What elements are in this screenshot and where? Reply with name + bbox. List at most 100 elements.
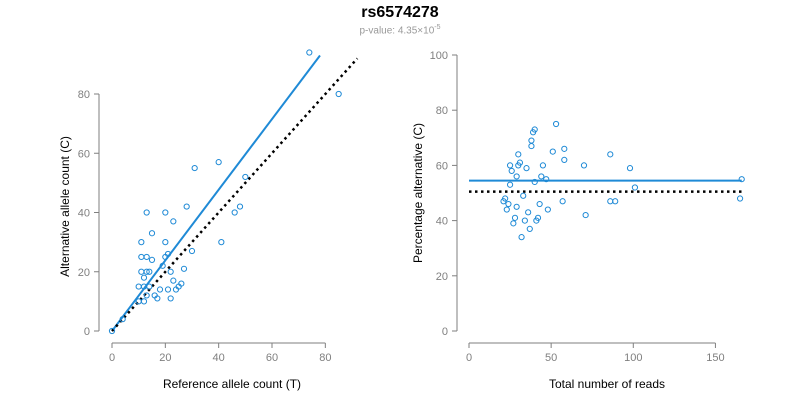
data-point — [736, 195, 744, 202]
data-point — [138, 268, 145, 275]
y-axis-title: Percentage alternative (C) — [411, 123, 425, 263]
y-tick-label: 80 — [436, 105, 448, 117]
data-point — [119, 316, 126, 323]
data-point — [159, 262, 166, 269]
data-point — [526, 225, 533, 232]
y-tick-label: 20 — [78, 267, 90, 279]
data-point — [528, 142, 535, 150]
data-point — [607, 198, 614, 205]
data-point — [231, 209, 238, 216]
data-point — [167, 295, 174, 302]
data-point — [148, 256, 156, 263]
data-point — [511, 214, 519, 221]
panel-1: 0 20 40 60 80 0 20 40 60 80 Reference allele count… — [58, 49, 359, 391]
data-point — [178, 280, 185, 287]
data-point — [525, 209, 532, 216]
data-point — [607, 151, 614, 158]
y-tick-label: 80 — [78, 89, 90, 101]
y-tick-label: 20 — [436, 271, 448, 283]
data-point — [516, 159, 524, 166]
data-point — [164, 286, 172, 293]
y-axis-title: Alternative allele count (C) — [58, 136, 72, 277]
data-point — [510, 220, 517, 227]
y-tick-label: 60 — [436, 160, 448, 172]
data-point — [191, 164, 198, 172]
y-tick-label: 100 — [430, 50, 448, 62]
data-point — [146, 268, 153, 275]
fit-line — [111, 54, 321, 332]
data-point — [140, 274, 148, 281]
data-point — [170, 277, 177, 284]
data-point — [539, 162, 547, 169]
data-point — [138, 239, 145, 246]
data-point — [508, 167, 515, 175]
data-point — [143, 268, 150, 275]
x-axis-title: Reference allele count (T) — [163, 377, 301, 391]
data-point — [143, 209, 150, 216]
chart-subtitle: p-value: 4.35×10-5 — [0, 24, 800, 36]
data-point — [135, 283, 142, 290]
x-tick-label: 0 — [109, 352, 115, 364]
data-point — [528, 137, 535, 144]
data-point — [561, 145, 568, 152]
chart-title: rs6574278 — [361, 4, 439, 21]
data-point — [515, 151, 522, 158]
data-point — [218, 239, 225, 246]
data-point — [143, 292, 150, 299]
y-tick-label: 40 — [78, 208, 90, 220]
data-point — [164, 250, 172, 258]
data-point — [518, 234, 525, 241]
data-point — [188, 247, 196, 255]
data-point — [506, 162, 514, 169]
pvalue-text: p-value: 4.35×10 — [359, 25, 435, 37]
data-point — [612, 198, 619, 205]
data-point — [626, 165, 634, 172]
x-tick-label: 60 — [266, 352, 278, 364]
data-point — [503, 206, 510, 213]
data-point — [549, 148, 556, 155]
data-point — [236, 203, 244, 210]
data-point — [138, 253, 145, 261]
data-point — [534, 214, 542, 221]
data-point — [544, 206, 551, 213]
data-point — [143, 253, 150, 261]
data-point — [505, 200, 512, 208]
data-point — [170, 218, 177, 225]
data-point — [523, 165, 530, 172]
data-point — [582, 211, 589, 219]
y-tick-label: 60 — [78, 148, 90, 160]
data-point — [108, 327, 116, 335]
data-point — [513, 203, 520, 210]
data-point — [531, 178, 538, 186]
data-point — [538, 173, 545, 180]
data-point — [162, 209, 169, 216]
y-tick-label: 0 — [84, 326, 90, 338]
x-tick-label: 40 — [213, 352, 225, 364]
reference-line — [111, 57, 359, 332]
y-tick-label: 40 — [436, 216, 448, 228]
data-point — [552, 120, 560, 128]
panel-2: 0 50 100 150 0 20 40 60 80 100 Total number of rea… — [411, 50, 745, 391]
data-point — [520, 192, 527, 199]
data-point — [180, 265, 188, 272]
data-point — [531, 126, 538, 133]
data-point — [167, 268, 174, 275]
data-point — [215, 159, 222, 166]
data-point — [140, 298, 148, 305]
pvalue-exponent: -5 — [434, 24, 441, 31]
data-point — [183, 203, 190, 210]
x-tick-label: 150 — [706, 352, 724, 364]
data-point — [580, 162, 588, 169]
data-point — [543, 176, 550, 183]
data-point — [506, 181, 514, 188]
y-tick-label: 0 — [442, 326, 448, 338]
x-tick-label: 80 — [319, 352, 331, 364]
data-point — [335, 90, 342, 98]
data-point — [513, 173, 520, 180]
data-point — [306, 49, 313, 56]
data-point — [156, 286, 164, 293]
x-tick-label: 20 — [159, 352, 171, 364]
x-tick-label: 0 — [466, 352, 472, 364]
data-point — [154, 295, 161, 302]
data-point — [536, 200, 543, 208]
